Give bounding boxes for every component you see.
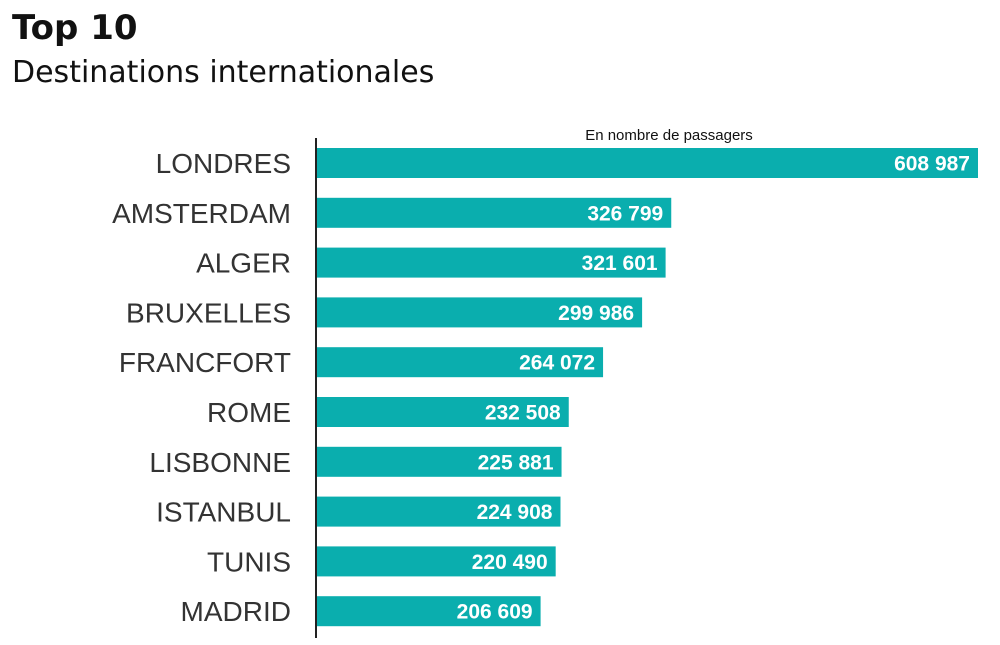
category-label: FRANCFORT bbox=[119, 347, 291, 378]
chart-title: Top 10 bbox=[12, 8, 138, 48]
bar-rome bbox=[316, 397, 569, 427]
value-label: 224 908 bbox=[477, 501, 553, 524]
category-label: ROME bbox=[207, 397, 291, 428]
value-label: 321 601 bbox=[582, 252, 658, 275]
bar-tunis bbox=[316, 546, 556, 577]
unit-label: En nombre de passagers bbox=[585, 127, 753, 144]
category-label: LONDRES bbox=[156, 148, 291, 179]
value-label: 225 881 bbox=[478, 451, 554, 474]
bar-amsterdam bbox=[316, 197, 672, 228]
value-label: 299 986 bbox=[558, 302, 634, 325]
category-label: TUNIS bbox=[207, 546, 291, 577]
category-label: BRUXELLES bbox=[126, 297, 291, 328]
value-label: 206 609 bbox=[457, 601, 533, 624]
category-label: ALGER bbox=[196, 248, 291, 279]
value-label: 326 799 bbox=[587, 202, 663, 225]
category-label: ISTANBUL bbox=[156, 497, 291, 528]
bar-istanbul bbox=[316, 496, 561, 527]
chart-subtitle: Destinations internationales bbox=[12, 55, 435, 90]
bar-lisbonne bbox=[316, 446, 562, 477]
category-label: AMSTERDAM bbox=[112, 198, 291, 229]
bar-francfort bbox=[316, 347, 604, 378]
bar-londres bbox=[316, 148, 978, 178]
value-label: 220 490 bbox=[472, 551, 548, 574]
value-label: 608 987 bbox=[894, 153, 970, 176]
bars-group: LONDRES 608 987 AMSTERDAM 326 799 ALGER 321 6… bbox=[112, 148, 978, 627]
bar-alger bbox=[316, 247, 666, 278]
value-label: 232 508 bbox=[485, 402, 561, 425]
category-label: LISBONNE bbox=[149, 447, 291, 478]
bar-bruxelles bbox=[316, 297, 643, 328]
bar-madrid bbox=[316, 596, 541, 627]
value-label: 264 072 bbox=[519, 352, 595, 375]
category-label: MADRID bbox=[181, 596, 291, 627]
